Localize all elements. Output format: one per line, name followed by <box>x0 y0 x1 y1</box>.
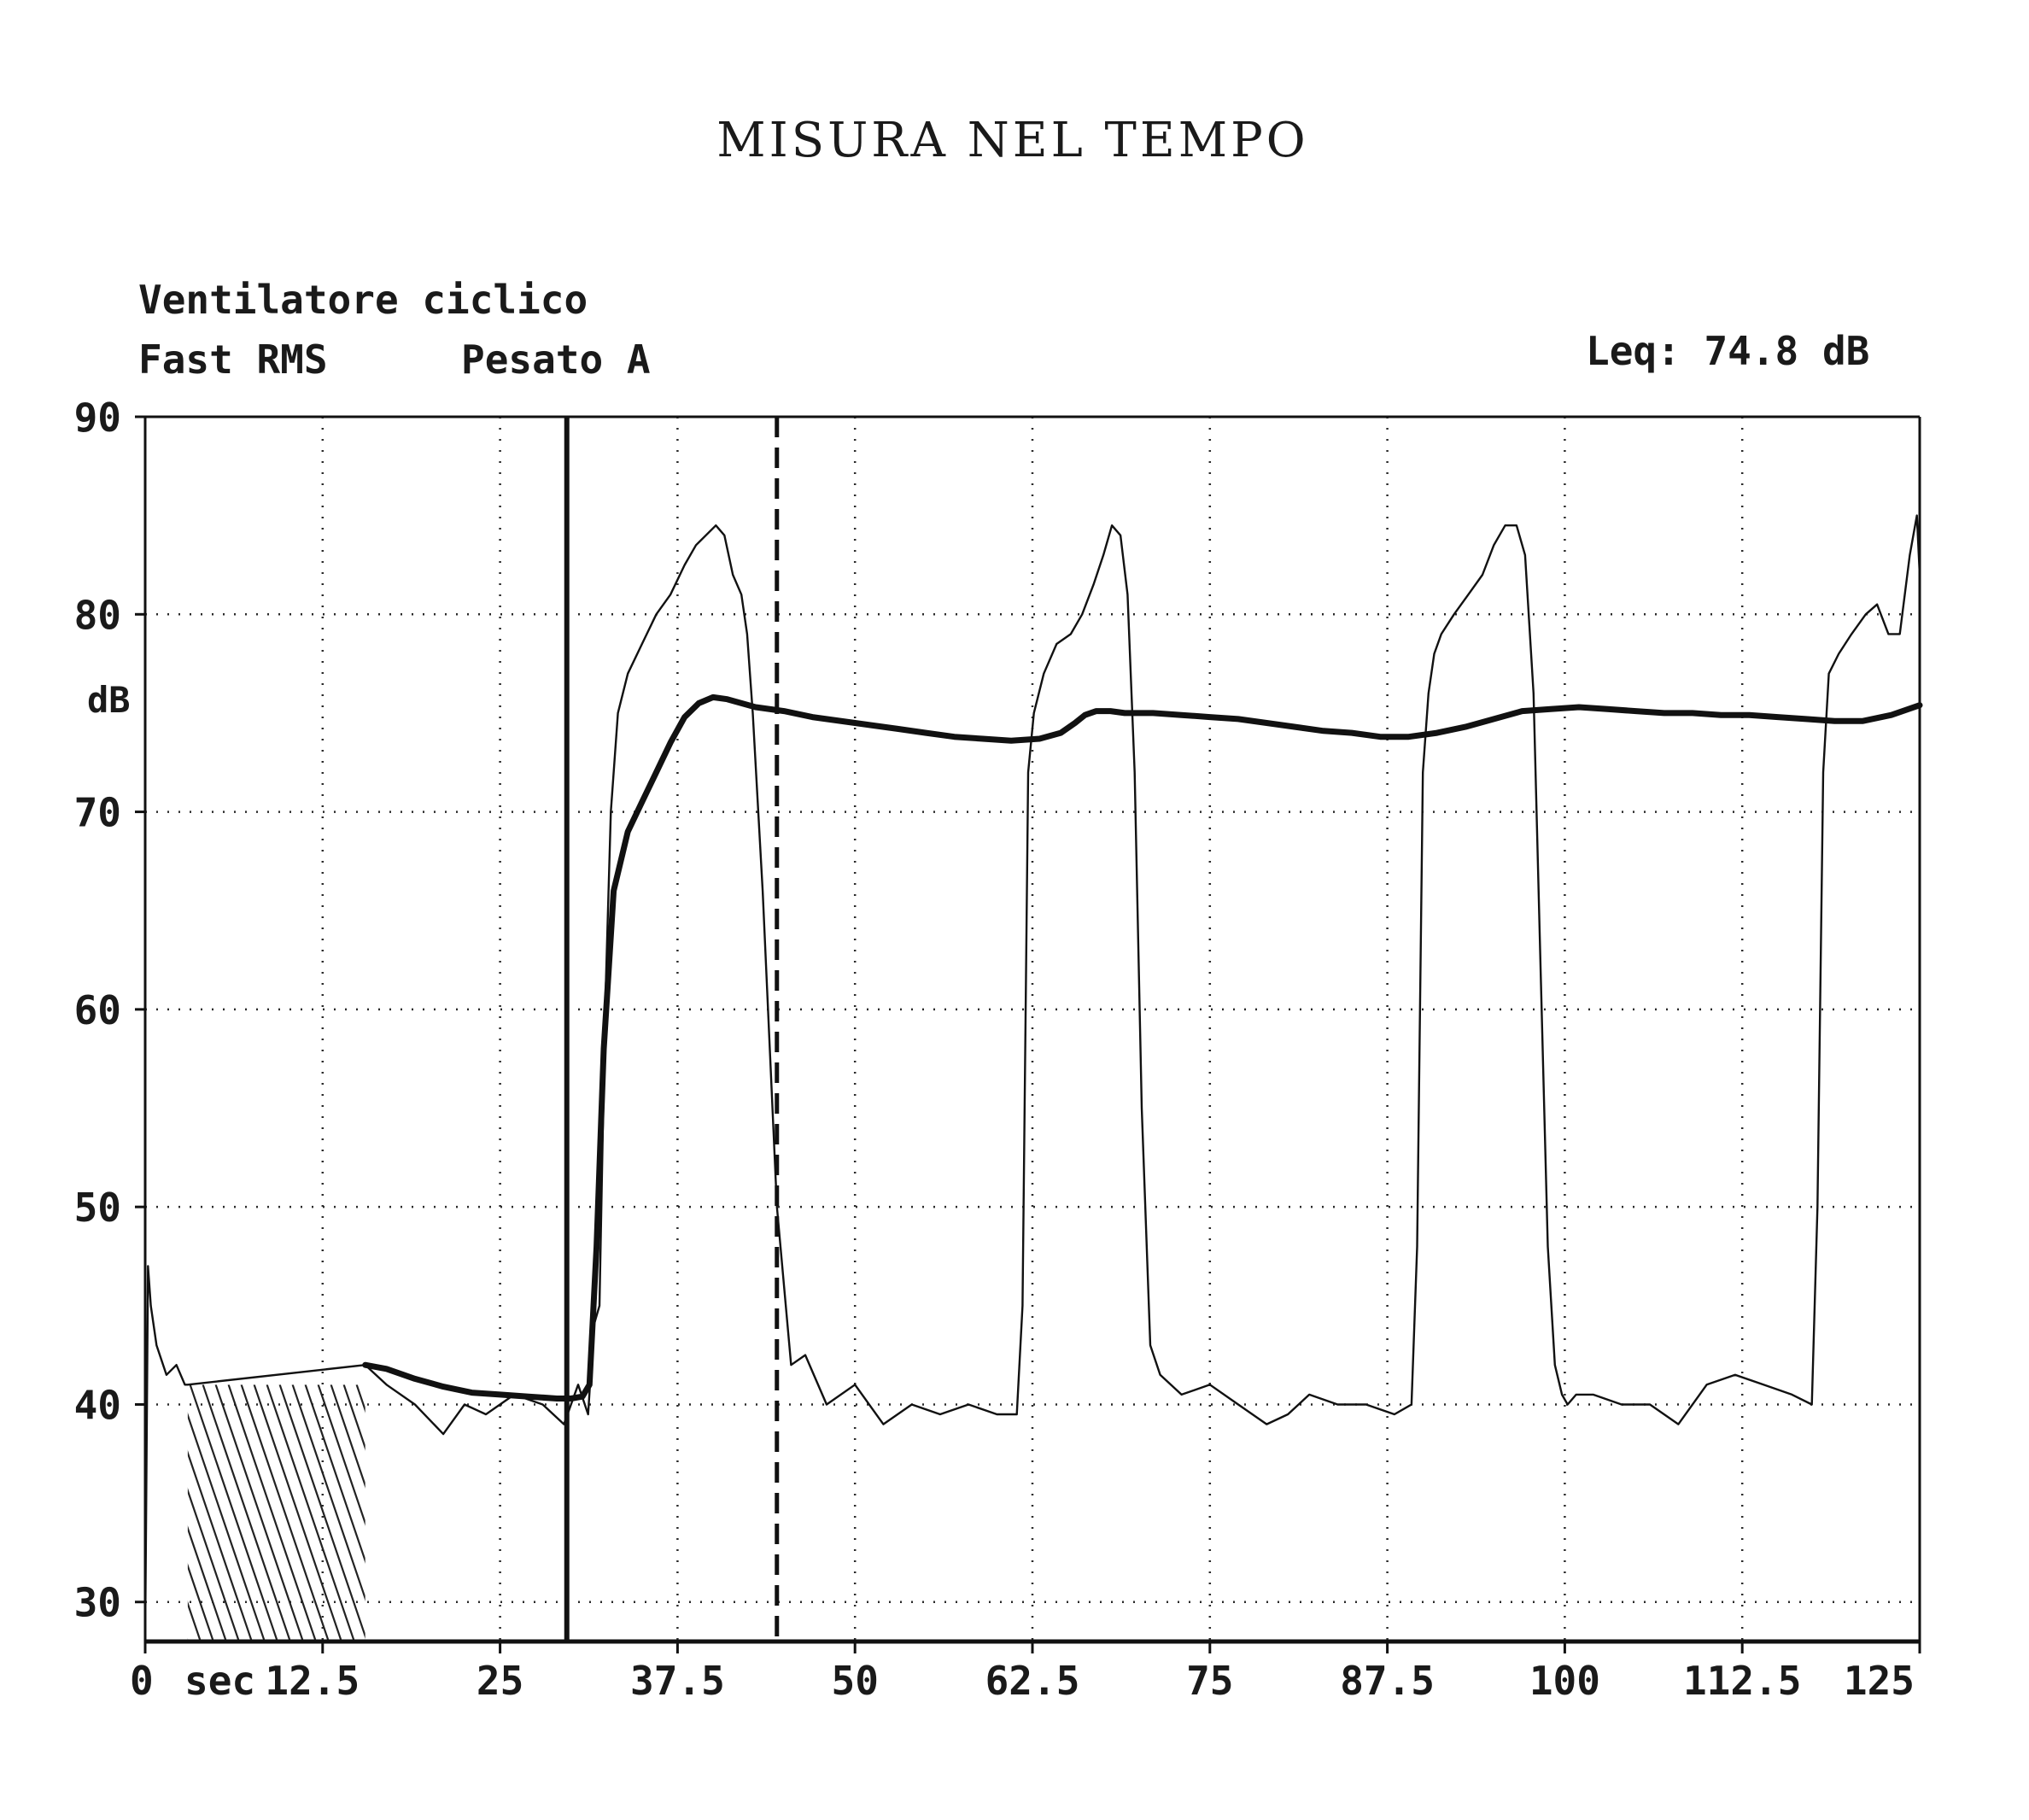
x-tick-label-5: 62.5 <box>985 1658 1080 1704</box>
hatched-region <box>187 1384 365 1642</box>
x-tick-label-10: 125 <box>1844 1658 1915 1704</box>
hatch-line-6 <box>187 1412 266 1642</box>
chart-title: MISURA NEL TEMPO <box>716 113 1308 168</box>
hatch-line-13 <box>266 1384 355 1642</box>
plot-frame <box>135 415 1921 1653</box>
y-axis-label: dB <box>87 679 131 721</box>
x-axis-label: sec <box>184 1658 255 1704</box>
hatch-line-19 <box>342 1384 365 1451</box>
y-tick-label-0: 30 <box>74 1580 121 1626</box>
hatch-line-10 <box>227 1384 317 1642</box>
subtitle-mode: Fast RMS <box>138 336 328 383</box>
hatch-line-17 <box>317 1384 365 1526</box>
hatch-line-9 <box>214 1384 304 1642</box>
y-tick-label-4: 70 <box>74 790 121 836</box>
x-tick-label-3: 37.5 <box>630 1658 725 1704</box>
x-tick-label-8: 100 <box>1529 1658 1600 1704</box>
y-tick-label-5: 80 <box>74 592 121 638</box>
x-tick-label-9: 112.5 <box>1683 1658 1801 1704</box>
x-tick-label-6: 75 <box>1186 1658 1233 1704</box>
y-tick-label-3: 60 <box>74 987 121 1033</box>
hatch-line-2 <box>187 1563 214 1642</box>
cursor-lines <box>564 417 780 1642</box>
subtitle-device: Ventilatore ciclico <box>138 277 588 323</box>
x-tick-label-2: 25 <box>477 1658 523 1704</box>
hatch-line-4 <box>187 1488 240 1642</box>
y-tick-label-2: 50 <box>74 1185 121 1231</box>
hatch-line-11 <box>240 1384 330 1642</box>
y-tick-label-6: 90 <box>74 395 121 441</box>
x-tick-label-0: 0 <box>130 1658 154 1704</box>
grid-lines <box>145 417 1920 1642</box>
hatch-line-18 <box>330 1384 365 1489</box>
tick-labels: 30 40 50 60 70 80 90 0 12.5 25 37.5 50 62.5 75 87.5 100… <box>74 395 1915 1704</box>
hatch-line-8 <box>202 1384 291 1642</box>
series-lines <box>143 514 1923 1643</box>
x-tick-label-7: 87.5 <box>1340 1658 1435 1704</box>
hatch-line-16 <box>304 1384 365 1564</box>
x-tick-label-1: 12.5 <box>265 1658 360 1704</box>
hatch-line-12 <box>253 1384 342 1642</box>
series-line-thick <box>362 693 1923 1402</box>
hatch-lines <box>187 1384 365 1642</box>
y-tick-label-1: 40 <box>74 1382 121 1428</box>
x-tick-label-4: 50 <box>832 1658 879 1704</box>
leq-readout: Leq: 74.8 dB <box>1586 328 1869 374</box>
hatch-line-3 <box>187 1525 227 1642</box>
hatch-line-15 <box>291 1384 365 1601</box>
hatch-line-14 <box>278 1384 365 1639</box>
hatch-line-5 <box>187 1449 253 1642</box>
subtitle-weighting: Pesato A <box>461 336 651 383</box>
hatch-line-20 <box>355 1384 365 1413</box>
hatch-line-7 <box>189 1384 278 1642</box>
